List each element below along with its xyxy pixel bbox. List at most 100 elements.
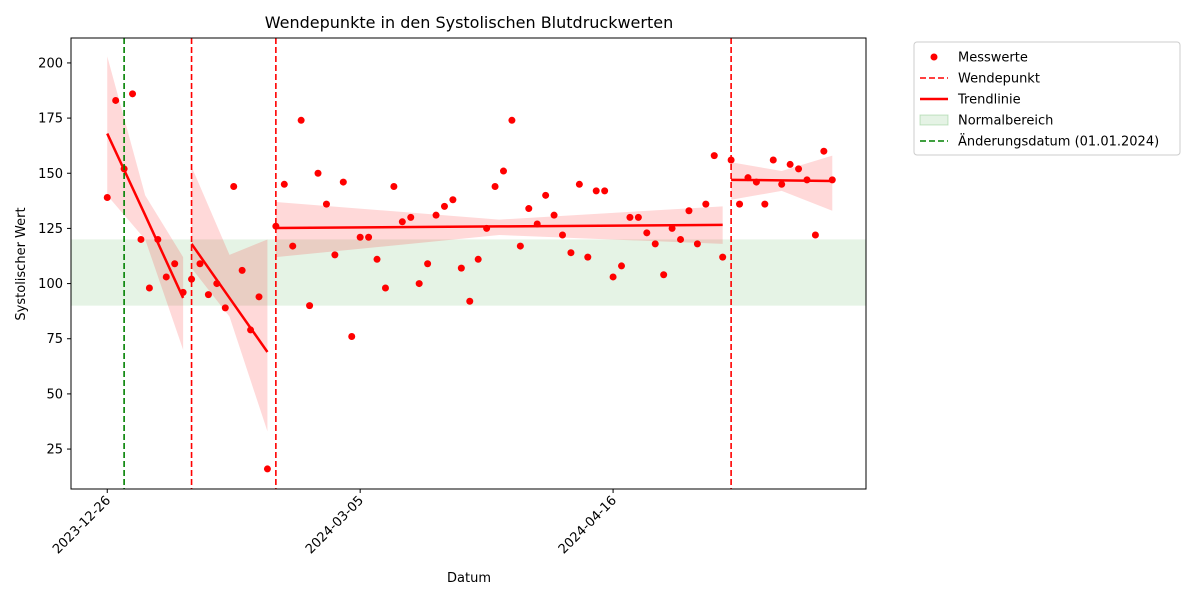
data-point: [137, 235, 145, 243]
data-point: [365, 233, 373, 241]
y-tick-label: 150: [38, 167, 63, 182]
trend-line: [275, 223, 723, 230]
legend-label: Änderungsdatum (01.01.2024): [958, 134, 1159, 150]
data-point: [103, 194, 111, 202]
x-axis-label: Datum: [447, 571, 491, 586]
data-point: [693, 240, 701, 248]
data-point: [339, 178, 347, 186]
legend-label: Wendepunkt: [958, 72, 1040, 87]
data-point: [204, 291, 212, 299]
data-point: [575, 180, 583, 188]
legend-label: Normalbereich: [958, 114, 1053, 129]
data-point: [390, 182, 398, 190]
data-point: [466, 297, 474, 305]
data-point: [736, 200, 744, 208]
data-point: [280, 180, 288, 188]
data-point: [702, 200, 710, 208]
data-point: [188, 275, 196, 283]
y-axis-label: Systolischer Wert: [14, 207, 29, 320]
y-tick-label: 50: [46, 387, 63, 402]
data-point: [795, 165, 803, 173]
trend-line: [731, 178, 833, 183]
data-point: [508, 116, 516, 124]
data-point: [626, 213, 634, 221]
data-point: [516, 242, 524, 250]
x-tick-label: 2024-04-16: [556, 493, 620, 557]
data-point: [129, 90, 137, 98]
legend-marker: [930, 53, 938, 61]
data-point: [618, 262, 626, 270]
data-point: [449, 196, 457, 204]
data-point: [238, 266, 246, 274]
y-tick-label: 125: [38, 222, 63, 237]
legend-marker: [919, 114, 949, 126]
data-point: [356, 233, 364, 241]
data-point: [786, 160, 794, 168]
data-point: [660, 271, 668, 279]
data-point: [651, 240, 659, 248]
data-point: [668, 224, 676, 232]
y-tick-label: 100: [38, 277, 63, 292]
data-point: [457, 264, 465, 272]
confidence-band: [275, 201, 723, 258]
data-point: [601, 187, 609, 195]
x-tick-label: 2023-12-26: [50, 493, 114, 557]
data-point: [415, 280, 423, 288]
data-point: [761, 200, 769, 208]
data-point: [559, 231, 567, 239]
data-point: [381, 284, 389, 292]
data-point: [609, 273, 617, 281]
data-point: [255, 293, 263, 301]
data-point: [811, 231, 819, 239]
plot-frame: [70, 37, 867, 490]
data-point: [432, 211, 440, 219]
data-point: [407, 213, 415, 221]
data-point: [719, 253, 727, 261]
data-point: [398, 218, 406, 226]
data-point: [491, 182, 499, 190]
trend-line: [190, 243, 269, 353]
chart-title: Wendepunkte in den Systolischen Blutdruc…: [265, 13, 673, 32]
data-point: [634, 213, 642, 221]
data-point: [348, 333, 356, 341]
data-point: [592, 187, 600, 195]
data-point: [230, 182, 238, 190]
normal-range: [71, 239, 866, 306]
data-point: [677, 235, 685, 243]
data-point: [196, 260, 204, 268]
data-point: [306, 302, 314, 310]
data-point: [685, 207, 693, 215]
legend-box: [913, 41, 1181, 156]
data-point: [499, 167, 507, 175]
trend-line: [106, 133, 185, 299]
y-tick-label: 75: [46, 332, 63, 347]
data-point: [331, 251, 339, 259]
data-point: [297, 116, 305, 124]
data-point: [820, 147, 828, 155]
data-point: [643, 229, 651, 237]
data-point: [263, 465, 271, 473]
data-point: [289, 242, 297, 250]
data-point: [440, 202, 448, 210]
data-point: [474, 255, 482, 263]
data-point: [584, 253, 592, 261]
data-point: [314, 169, 322, 177]
y-tick-label: 175: [38, 112, 63, 127]
legend-label: Trendlinie: [957, 93, 1021, 108]
data-point: [171, 260, 179, 268]
y-tick-label: 25: [46, 443, 63, 458]
legend-label: Messwerte: [958, 51, 1028, 66]
data-point: [112, 96, 120, 104]
data-point: [162, 273, 170, 281]
data-point: [373, 255, 381, 263]
data-point: [221, 304, 229, 312]
y-tick-label: 200: [38, 56, 63, 71]
data-point: [542, 191, 550, 199]
data-point: [567, 249, 575, 257]
data-point: [550, 211, 558, 219]
data-point: [525, 205, 533, 213]
data-point: [778, 180, 786, 188]
data-point: [769, 156, 777, 164]
